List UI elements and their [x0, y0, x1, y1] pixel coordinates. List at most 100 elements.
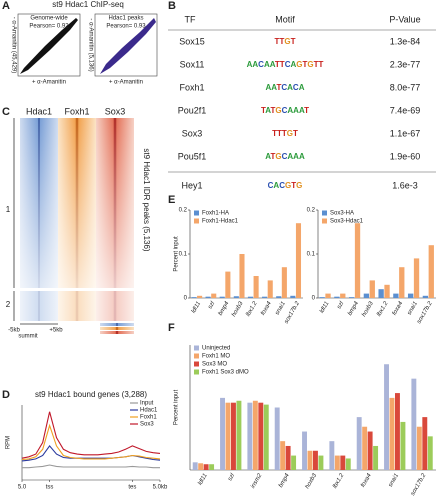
p-value: 1.3e-84 [390, 36, 421, 46]
motif-logo: ATGCAAA [265, 152, 305, 161]
x-tick-label: ldl11 [191, 301, 202, 315]
motif-logo: AACAATTCAGTGTT [247, 60, 324, 69]
legend-swatch [194, 361, 199, 367]
y-axis-label: RPM [6, 436, 12, 449]
bar [400, 421, 406, 470]
scatter-title: st9 Hdac1 ChIP-seq [52, 0, 124, 9]
bar [192, 462, 198, 470]
bar [378, 289, 384, 298]
tf-name: Sox15 [179, 36, 205, 46]
bar [428, 245, 434, 298]
heatmap-side-label: st9 Hdac1 IDR peaks (5,136) [142, 148, 151, 251]
legend-label: Sox3 MO [202, 362, 227, 368]
p-value: 1.1e-67 [390, 128, 421, 138]
bar [276, 296, 282, 298]
x-tick-label: 5.0kb [153, 485, 168, 491]
bar [329, 441, 335, 470]
bar [219, 296, 225, 298]
line-series [22, 464, 160, 469]
bar [319, 297, 325, 298]
bar [302, 431, 307, 470]
bar [348, 297, 355, 298]
tf-name: Foxh1 [179, 82, 204, 92]
bar [291, 455, 297, 470]
heatmap-column: Hdac1 [26, 106, 52, 116]
scatter-cloud [100, 18, 156, 74]
legend-label: Sox3-Hdac1 [330, 219, 364, 225]
y-tick-label: 0.1 [179, 252, 188, 258]
legend-swatch [322, 210, 327, 216]
heatmap [20, 291, 58, 321]
legend-label: Foxh1-HA [202, 211, 229, 217]
x-tick-label: snai1 [275, 301, 287, 316]
legend-label: Uninjected [202, 346, 230, 352]
bar [203, 464, 209, 470]
bar [225, 271, 231, 298]
bar [247, 402, 253, 470]
bar [191, 297, 197, 298]
colorbar [100, 327, 134, 330]
bar [416, 426, 422, 470]
scatter-y-label: - α-Amanitin (45,429) [10, 17, 16, 74]
table-header: TF [185, 14, 196, 24]
x-tick-label: hoxb3 [361, 300, 375, 318]
heatmap-x-label: summit [18, 334, 38, 340]
panel-label: A [2, 0, 10, 12]
y-axis-label: Percent input [174, 389, 180, 425]
x-tick-label: bmp4 [278, 472, 291, 489]
p-value: 8.0e-77 [390, 82, 421, 92]
table-header: P-Value [389, 14, 420, 24]
bar [345, 458, 351, 470]
bar [209, 464, 215, 470]
y-axis-label: Percent input [174, 236, 180, 272]
bar [205, 296, 211, 298]
p-value: 2.3e-77 [390, 59, 421, 69]
line-series [21, 423, 161, 461]
bar [225, 402, 231, 470]
tf-name: Pou5f1 [178, 151, 207, 161]
bar [231, 402, 236, 470]
legend-label: Sox3-HA [330, 211, 354, 217]
legend-label: Foxh1-Hdac1 [202, 219, 239, 225]
legend-swatch [194, 369, 199, 375]
y-tick-label: 0 [312, 296, 316, 302]
cluster-label: 2 [6, 300, 11, 309]
tf-name: Pou2f1 [178, 105, 207, 115]
legend-label: Foxh1 MO [202, 354, 230, 360]
x-tick-label: szl [207, 300, 216, 310]
tf-name: Hey1 [181, 180, 202, 190]
heatmap-x-label: +5kb [49, 328, 63, 334]
x-tick-label: szl [227, 472, 236, 482]
scatter-frame [94, 13, 158, 77]
bar [197, 295, 203, 298]
bar [422, 417, 428, 470]
bar [363, 293, 370, 298]
tf-name: Sox11 [180, 59, 205, 69]
p-value: 7.4e-69 [390, 105, 421, 115]
colorbar [100, 331, 134, 334]
x-tick-label: foxa4 [392, 300, 405, 316]
bar [198, 463, 204, 470]
legend-label: Foxh1 Sox3 dMO [202, 370, 249, 376]
x-tick-label: szl [336, 300, 345, 310]
bar [356, 417, 362, 470]
bar [252, 400, 258, 470]
bar [422, 295, 429, 298]
x-tick-label: hoxb3 [305, 472, 319, 490]
bar [307, 450, 313, 470]
bar [281, 267, 287, 298]
bar [413, 258, 420, 298]
x-tick-label: foxa4 [260, 300, 273, 316]
line-series [21, 411, 161, 459]
cluster-label: 1 [6, 205, 11, 214]
x-tick-label: sox17b.2 [416, 300, 434, 325]
bar [399, 267, 405, 298]
bar [367, 431, 373, 470]
y-tick-label: 0 [184, 296, 188, 302]
x-tick-label: ldl11 [197, 473, 208, 487]
bar [318, 455, 324, 470]
x-tick-label: insm2 [250, 472, 264, 489]
bar [384, 284, 390, 298]
scatter-subtitle: Genome-wide [30, 16, 68, 22]
